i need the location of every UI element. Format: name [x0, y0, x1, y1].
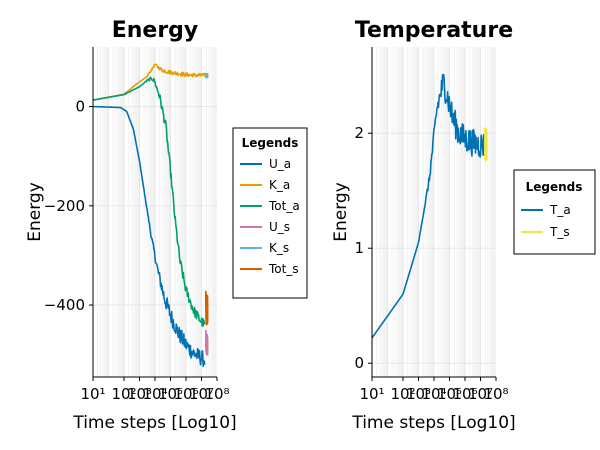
legend-label: T_a — [549, 203, 571, 217]
x-tick-label: 10² — [111, 385, 136, 403]
x-tick-label: 10⁷ — [468, 385, 493, 403]
temperature-panel: Temperature 10¹ 10²10³10⁴10⁵10⁶10⁷10⁸012 … — [331, 18, 596, 433]
legend-label: Tot_a — [268, 199, 300, 213]
temperature-series-lines — [371, 73, 488, 339]
energy-series-lines — [92, 63, 209, 368]
series-line-tot-s — [205, 290, 209, 326]
x-tick-label: 10² — [390, 385, 415, 403]
x-tick-label: 10⁵ — [158, 385, 183, 403]
legend-label: U_a — [269, 157, 291, 171]
y-tick-label: 1 — [354, 239, 364, 257]
energy-chart-title: Energy — [112, 18, 199, 43]
legend-label: U_s — [269, 220, 290, 234]
temperature-chart-title: Temperature — [355, 18, 513, 43]
temperature-legend-title: Legends — [526, 180, 583, 194]
x-tick-label: 10¹ — [359, 385, 384, 403]
y-tick-label: −400 — [44, 296, 85, 314]
x-tick-label: 10³ — [127, 385, 152, 403]
temperature-legend-items: T_a T_s — [521, 203, 571, 239]
energy-y-axis-label: Energy — [25, 182, 45, 242]
legend-label: T_s — [549, 225, 570, 239]
energy-legend-title: Legends — [242, 136, 299, 150]
series-line-tot-a — [92, 76, 206, 327]
series-line-k-s — [205, 72, 209, 79]
series-line-t-a — [371, 73, 485, 339]
x-tick-label: 10⁴ — [421, 385, 446, 403]
x-tick-label: 10⁵ — [437, 385, 462, 403]
energy-legend: Legends U_a K_a Tot_a U_s K_s Tot_s — [232, 127, 308, 299]
energy-x-axis-label: Time steps [Log10] — [72, 413, 236, 433]
y-tick-label: 0 — [354, 354, 364, 372]
x-tick-label: 10¹ — [80, 385, 105, 403]
energy-legend-items: U_a K_a Tot_a U_s K_s Tot_s — [240, 157, 300, 276]
y-tick-label: 2 — [354, 124, 364, 142]
energy-gridlines — [92, 47, 217, 377]
series-line-u-a — [92, 105, 206, 368]
temperature-y-axis-label: Energy — [331, 182, 351, 242]
x-tick-label: 10⁸ — [483, 385, 508, 403]
legend-label: K_a — [269, 178, 290, 192]
x-tick-label: 10³ — [406, 385, 431, 403]
legend-label: Tot_s — [268, 262, 299, 276]
series-line-u-s — [205, 329, 209, 356]
y-tick-label: −200 — [44, 197, 85, 215]
series-line-t-s — [484, 127, 488, 162]
x-tick-label: 10⁷ — [189, 385, 214, 403]
x-tick-label: 10⁴ — [142, 385, 167, 403]
legend-label: K_s — [269, 241, 289, 255]
temperature-legend-box — [513, 169, 596, 255]
temperature-x-axis-label: Time steps [Log10] — [351, 413, 515, 433]
x-tick-label: 10⁶ — [173, 385, 198, 403]
y-tick-label: 0 — [75, 98, 85, 116]
x-tick-label: 10⁶ — [452, 385, 477, 403]
x-tick-label: 10⁸ — [204, 385, 229, 403]
temperature-legend: Legends T_a T_s — [513, 169, 596, 255]
